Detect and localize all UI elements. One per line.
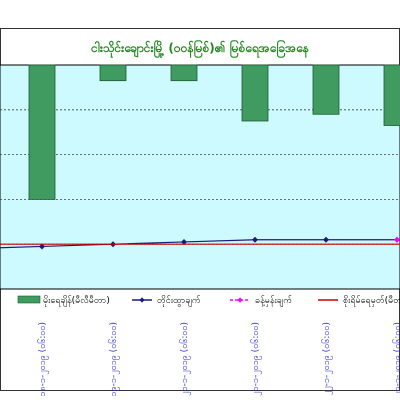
- rainfall-bar: [241, 64, 269, 122]
- legend: မိုးရေချိန်(မီလီမီတာ) တိုင်းထွာချက် ခန့်မှ…: [17, 295, 400, 307]
- legend-label: စိုးရိမ်ရေမှတ်(မီတာ): [343, 295, 400, 307]
- data-point: [323, 236, 329, 243]
- legend-marker: [237, 297, 243, 303]
- x-tick-label: ၂၀-၁-၂၀၁၉ (၀၆:၀၀): [179, 322, 191, 396]
- x-tick-label: ၂၂-၁-၂၀၁၉ (၀၆:၀၀): [321, 322, 333, 395]
- data-point: [252, 236, 258, 243]
- data-point: [39, 243, 45, 250]
- chart-title: ငါးသိုင်းချောင်းမြို့ (ဝဝန်မြစ်)၏ မြစ်ရေ…: [91, 41, 309, 55]
- x-tick-label: ၁၉-၁-၂၀၁၉ (၀၆:၀၀): [108, 322, 120, 396]
- legend-label: တိုင်းထွာချက်: [157, 295, 201, 307]
- x-tick-label: ၁၈-၁-၂၀၁၉ (၀၆:၀၀): [37, 322, 49, 397]
- line-series: [0, 236, 400, 250]
- rainfall-bar: [99, 64, 127, 82]
- rainfall-bars: [28, 64, 400, 200]
- plot-area: [0, 64, 400, 290]
- rainfall-bar: [170, 64, 198, 82]
- rainfall-bar: [28, 64, 56, 200]
- legend-label: မိုးရေချိန်(မီလီမီတာ): [43, 295, 110, 307]
- series-line: [0, 239, 400, 249]
- x-tick-label: ၂၁-၁-၂၀၁၉ (၀၆:၀၀): [250, 322, 262, 396]
- rainfall-bar: [383, 64, 400, 126]
- legend-swatch: [17, 295, 41, 304]
- x-axis-ticks: ၁၈-၁-၂၀၁၉ (၀၆:၀၀) ၁၉-၁-၂၀၁၉ (၀၆:၀၀) ၂၀-၁-၂…: [37, 322, 400, 397]
- data-point: [181, 238, 187, 245]
- data-point: [394, 236, 400, 243]
- x-tick-label: ၂၃-၁-၂၀၁၉ (၀၆:၀၀): [392, 322, 400, 396]
- legend-label: ခန့်မှန်းချက်: [255, 295, 293, 307]
- legend-marker: [139, 297, 145, 303]
- rainfall-bar: [312, 64, 340, 115]
